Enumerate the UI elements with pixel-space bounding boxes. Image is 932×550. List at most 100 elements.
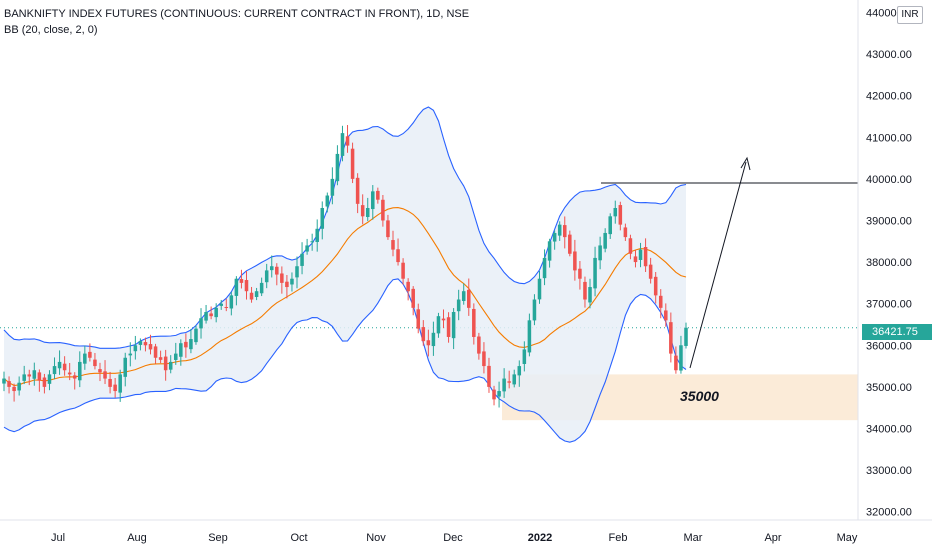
candle-body	[275, 266, 279, 275]
candle-body	[507, 381, 511, 383]
candle-body	[477, 336, 481, 354]
candle-body	[27, 374, 32, 377]
x-tick-label: Nov	[366, 532, 386, 544]
candle-body	[482, 351, 486, 367]
candle-body	[57, 361, 62, 369]
candle-body	[381, 199, 385, 221]
candle-body	[98, 369, 102, 373]
candle-body	[42, 377, 47, 387]
x-tick-label: Mar	[684, 532, 703, 544]
x-tick-label: Feb	[609, 532, 628, 544]
candle-body	[173, 353, 178, 360]
candle-body	[532, 299, 537, 321]
candle-body	[123, 357, 128, 377]
candle-body	[664, 310, 668, 321]
y-tick-label: 43000.00	[866, 49, 912, 61]
candle-body	[315, 228, 319, 243]
candle-body	[461, 291, 466, 302]
y-tick-label: 41000.00	[866, 132, 912, 144]
candle-body	[426, 340, 431, 346]
candle-body	[234, 278, 239, 296]
y-tick-label: 42000.00	[866, 91, 912, 103]
target-arrow-line	[689, 161, 747, 369]
candle-body	[542, 257, 547, 279]
candle-body	[7, 381, 11, 387]
candle-body	[386, 220, 390, 238]
candle-body	[189, 339, 193, 350]
candle-body	[330, 178, 335, 196]
candle-body	[638, 249, 643, 260]
y-tick-label: 33000.00	[866, 465, 912, 477]
bb-basis-line	[3, 207, 687, 387]
candle-body	[674, 355, 678, 371]
candle-body	[623, 227, 628, 238]
x-tick-label: May	[837, 532, 858, 544]
candle-body	[472, 308, 476, 337]
candle-body	[593, 257, 597, 289]
candle-body	[143, 342, 148, 346]
candle-body	[684, 327, 688, 346]
x-tick-label: Jul	[51, 532, 65, 544]
candle-body	[365, 208, 370, 218]
candle-body	[305, 245, 309, 252]
x-tick-label: 2022	[528, 532, 552, 544]
candle-body	[259, 282, 264, 294]
candle-body	[280, 273, 284, 283]
candle-body	[214, 307, 218, 318]
candle-body	[295, 266, 299, 278]
candle-body	[502, 378, 506, 392]
candle-body	[320, 208, 325, 229]
candle-body	[360, 205, 365, 217]
candle-body	[648, 264, 653, 279]
candle-body	[133, 345, 138, 352]
candle-body	[568, 234, 572, 254]
candle-body	[37, 372, 42, 381]
x-tick-label: Oct	[290, 532, 307, 544]
candle-body	[588, 287, 592, 303]
candle-body	[527, 320, 532, 353]
candle-body	[436, 316, 441, 334]
x-tick-label: Sep	[208, 532, 228, 544]
candle-body	[224, 307, 229, 309]
candle-body	[355, 177, 360, 204]
candle-body	[613, 208, 618, 217]
candle-body	[345, 136, 350, 146]
y-tick-label: 39000.00	[866, 215, 912, 227]
x-tick-label: Aug	[127, 532, 147, 544]
candle-body	[573, 251, 577, 271]
candle-body	[12, 386, 16, 392]
candle-body	[17, 382, 21, 391]
candle-body	[52, 366, 57, 375]
candle-body	[340, 133, 345, 156]
y-tick-label: 37000.00	[866, 299, 912, 311]
candle-body	[618, 205, 623, 225]
candle-body	[32, 370, 37, 379]
candle-body	[239, 279, 244, 283]
currency-selector[interactable]: INR	[897, 6, 923, 24]
candle-body	[335, 153, 340, 182]
candle-body	[492, 389, 496, 400]
candle-body	[83, 353, 87, 364]
candle-body	[325, 195, 330, 207]
candle-body	[249, 292, 254, 300]
candle-body	[179, 343, 183, 357]
candle-body	[628, 238, 633, 254]
candle-body	[138, 341, 143, 345]
candle-body	[204, 312, 208, 321]
candle-body	[467, 289, 471, 308]
candle-body	[497, 391, 501, 397]
candle-body	[658, 295, 663, 308]
candle-body	[598, 245, 602, 261]
candle-body	[269, 266, 274, 271]
candle-body	[62, 363, 67, 371]
candle-body	[219, 303, 223, 306]
candle-body	[285, 281, 289, 288]
candle-body	[669, 322, 673, 354]
bb-fill-area	[4, 107, 686, 443]
candle-body	[254, 291, 259, 297]
annotation-text: 35000	[680, 388, 719, 404]
y-tick-label: 35000.00	[866, 382, 912, 394]
candle-body	[603, 232, 607, 249]
candle-body	[47, 374, 52, 384]
